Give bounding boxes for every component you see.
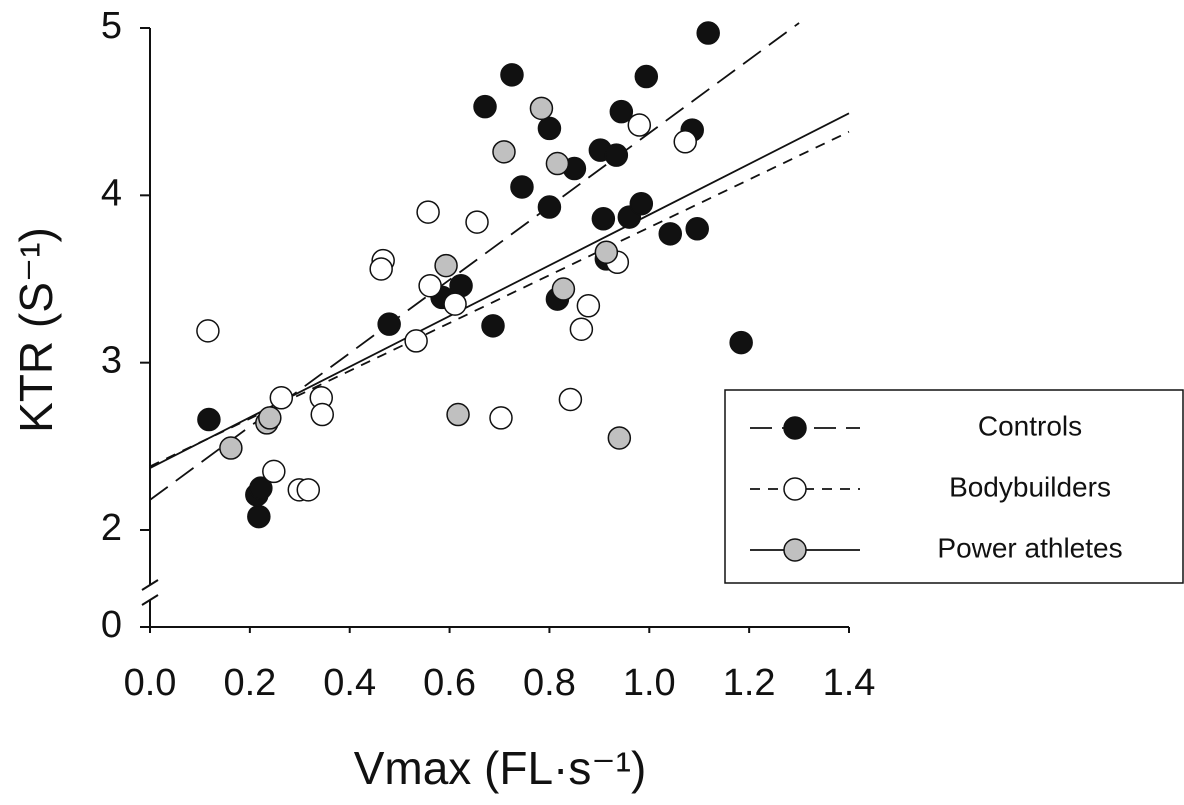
legend-marker (783, 416, 807, 440)
point (685, 217, 709, 241)
point (604, 143, 629, 167)
point (545, 151, 570, 176)
point (673, 130, 697, 154)
point (418, 273, 442, 298)
point (404, 329, 428, 353)
point (607, 426, 632, 450)
point (258, 406, 282, 430)
point (634, 64, 659, 89)
point (269, 386, 294, 410)
point (627, 113, 652, 137)
point (558, 387, 583, 412)
axis-break (141, 579, 159, 606)
point (434, 253, 458, 278)
point (696, 21, 720, 45)
point (481, 314, 505, 338)
x-tick-label: 1.0 (623, 662, 676, 704)
point (446, 402, 470, 427)
y-tick-label: 0 (101, 604, 122, 646)
y-tick-label: 5 (101, 5, 122, 47)
x-tick-label: 0.6 (423, 662, 476, 704)
point (537, 116, 562, 141)
point (569, 317, 594, 341)
point (196, 319, 220, 343)
point (658, 222, 683, 246)
point (377, 312, 401, 336)
point (537, 195, 562, 219)
x-tick-label: 0.0 (124, 662, 177, 704)
point (510, 175, 534, 199)
point (219, 436, 243, 460)
point (296, 478, 321, 502)
point (369, 257, 393, 281)
point (416, 200, 440, 224)
point (609, 99, 634, 124)
y-tick-label: 4 (101, 172, 122, 214)
point (262, 459, 286, 484)
fit-line (149, 22, 800, 501)
point (473, 94, 497, 119)
legend-marker (783, 538, 807, 562)
x-tick-label: 0.8 (523, 662, 576, 704)
legend-marker (783, 477, 807, 501)
legend: Controls Bodybuilders Power athletes (724, 389, 1184, 584)
legend-label: Power athletes (937, 532, 1122, 563)
x-axis-label: Vmax (FL·s⁻¹) (354, 742, 647, 794)
x-tick-label: 0.4 (323, 662, 376, 704)
point (247, 504, 271, 529)
point (729, 330, 753, 355)
x-tick-label: 1.2 (723, 662, 776, 704)
point (310, 402, 335, 427)
point (492, 140, 516, 164)
y-tick-label: 2 (101, 507, 122, 549)
point (443, 292, 467, 316)
point (591, 207, 616, 231)
point (629, 191, 654, 216)
legend-label: Bodybuilders (949, 471, 1111, 502)
point (529, 96, 554, 121)
point (489, 406, 513, 430)
point (197, 407, 221, 432)
point (594, 240, 619, 264)
x-tick-label: 1.4 (823, 662, 876, 704)
y-tick-label: 3 (101, 340, 122, 382)
point (500, 63, 524, 87)
x-tick-label: 0.2 (223, 662, 276, 704)
point (576, 294, 601, 318)
point (249, 476, 273, 500)
point (465, 210, 489, 234)
legend-label: Controls (978, 410, 1082, 441)
y-axis-label: KTR (S⁻¹) (10, 227, 62, 433)
point (551, 277, 576, 301)
